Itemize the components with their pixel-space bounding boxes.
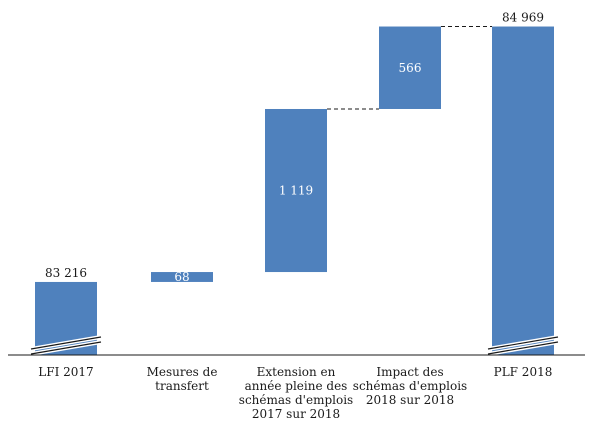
category-label-line: 2017 sur 2018 — [251, 407, 341, 421]
category-label-line: Extension en — [256, 365, 336, 379]
bar-1 — [151, 272, 213, 282]
bar-4 — [492, 26, 554, 355]
axis-break-mark — [487, 341, 559, 355]
category-label-line: schémas d'emplois — [352, 379, 468, 393]
category-label-line: 2018 sur 2018 — [365, 393, 455, 407]
category-label-4: PLF 2018 — [463, 365, 583, 379]
category-label-3: Impact des schémas d'emplois 2018 sur 2018 — [350, 365, 470, 407]
category-label-0: LFI 2017 — [6, 365, 126, 379]
category-label-line: schémas d'emplois — [238, 393, 354, 407]
category-label-line: Mesures de — [146, 365, 218, 379]
category-label-line: PLF 2018 — [493, 365, 553, 379]
bar-3 — [379, 26, 441, 109]
axis-break-mark — [30, 341, 102, 355]
bar-2 — [265, 108, 327, 273]
category-label-line: transfert — [155, 379, 209, 393]
category-label-line: année pleine des — [244, 379, 348, 393]
category-label-line: Impact des — [376, 365, 444, 379]
data-label-1: 68 — [174, 270, 189, 284]
axis-break-mark — [30, 336, 102, 350]
category-label-2: Extension en année pleine des schémas d'em… — [236, 365, 356, 421]
data-label-0: 83 216 — [45, 266, 87, 280]
data-label-3: 566 — [399, 61, 422, 75]
category-label-1: Mesures de transfert — [122, 365, 242, 393]
data-label-2: 1 119 — [279, 184, 313, 198]
data-label-4: 84 969 — [502, 11, 544, 25]
category-label-line: LFI 2017 — [38, 365, 94, 379]
axis-break-mark — [487, 336, 559, 350]
